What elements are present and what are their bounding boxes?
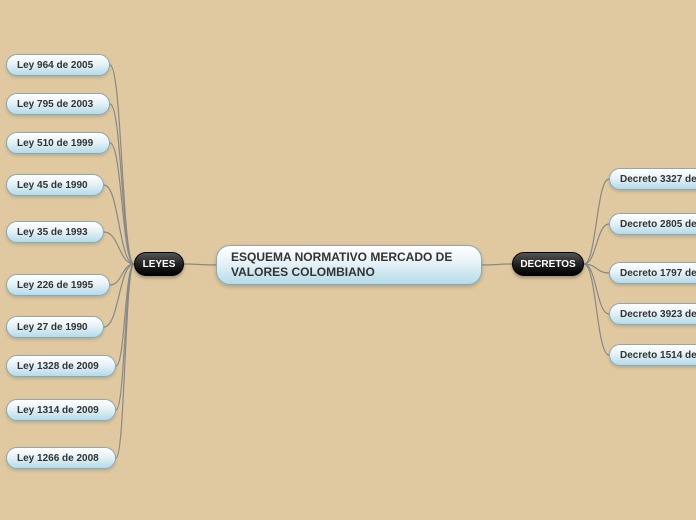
leaf-decreto-3[interactable]: Decreto 3923 de: [609, 303, 696, 325]
leaf-ley-0[interactable]: Ley 964 de 2005: [6, 54, 110, 76]
leaf-ley-1[interactable]: Ley 795 de 2003: [6, 93, 110, 115]
leaf-decreto-1[interactable]: Decreto 2805 de: [609, 213, 696, 235]
leaf-ley-2[interactable]: Ley 510 de 1999: [6, 132, 110, 154]
leaf-decreto-4[interactable]: Decreto 1514 de: [609, 344, 696, 366]
leaf-decreto-2[interactable]: Decreto 1797 de: [609, 262, 696, 284]
central-node[interactable]: ESQUEMA NORMATIVO MERCADO DE VALORES COL…: [216, 245, 482, 285]
leaf-ley-8[interactable]: Ley 1314 de 2009: [6, 399, 116, 421]
leaf-ley-5[interactable]: Ley 226 de 1995: [6, 274, 110, 296]
leaf-decreto-0[interactable]: Decreto 3327 de: [609, 168, 696, 190]
hub-leyes[interactable]: LEYES: [134, 252, 184, 276]
leaf-ley-9[interactable]: Ley 1266 de 2008: [6, 447, 116, 469]
mindmap-canvas: ESQUEMA NORMATIVO MERCADO DE VALORES COL…: [0, 0, 696, 520]
leaf-ley-3[interactable]: Ley 45 de 1990: [6, 174, 104, 196]
hub-decretos[interactable]: DECRETOS: [512, 252, 584, 276]
leaf-ley-7[interactable]: Ley 1328 de 2009: [6, 355, 116, 377]
leaf-ley-4[interactable]: Ley 35 de 1993: [6, 221, 104, 243]
leaf-ley-6[interactable]: Ley 27 de 1990: [6, 316, 104, 338]
